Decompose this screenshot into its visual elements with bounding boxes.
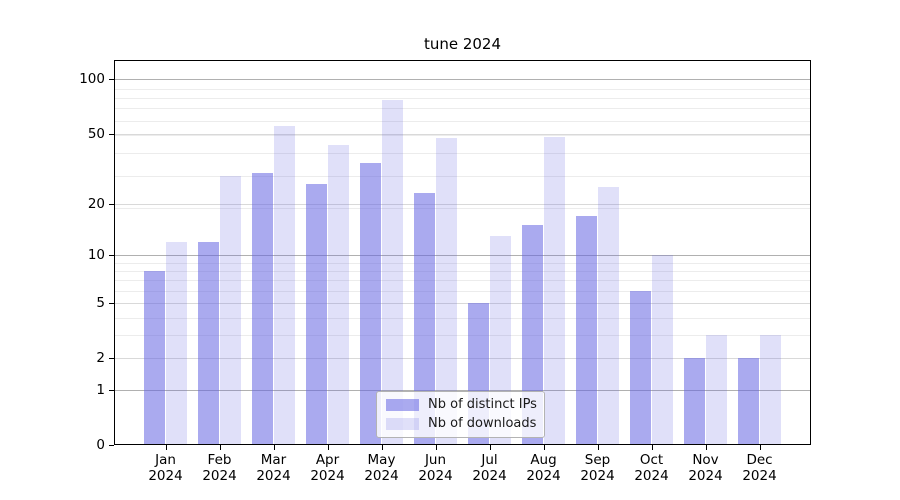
legend-label-distinct-ips: Nb of distinct IPs [428, 397, 537, 412]
x-tick-label: Feb 2024 [202, 452, 237, 484]
legend-label-downloads: Nb of downloads [428, 416, 537, 431]
x-tick-label: Dec 2024 [742, 452, 777, 484]
x-tick [651, 445, 653, 450]
y-tick [109, 358, 114, 359]
y-tick-label: 1 [96, 382, 105, 399]
y-tick [109, 79, 114, 81]
x-tick [759, 445, 761, 450]
y-tick-label: 2 [96, 350, 105, 366]
y-gridline-minor [115, 152, 810, 154]
bar-downloads [381, 99, 404, 445]
legend-item-distinct-ips: Nb of distinct IPs [386, 397, 537, 412]
bar-distinct-ips [305, 183, 328, 445]
x-tick [327, 445, 329, 450]
x-tick-label: Sep 2024 [580, 452, 615, 484]
x-tick [381, 445, 383, 450]
y-gridline-minor [115, 88, 810, 90]
bar-downloads [327, 145, 350, 445]
bar-distinct-ips [197, 241, 220, 445]
y-tick [109, 303, 114, 305]
legend-swatch-distinct-ips [386, 399, 419, 411]
bar-distinct-ips [359, 163, 382, 445]
x-tick-label: Oct 2024 [634, 452, 669, 484]
bar-downloads [273, 126, 296, 445]
bar-distinct-ips [683, 358, 706, 445]
y-gridline-minor [115, 97, 810, 99]
y-tick-label: 20 [87, 195, 105, 212]
y-gridline-minor [115, 120, 810, 122]
y-tick-label: 100 [79, 71, 105, 88]
x-tick [273, 445, 275, 450]
x-tick-label: May 2024 [364, 452, 399, 484]
legend-swatch-downloads [386, 418, 419, 430]
y-tick [109, 390, 114, 392]
bar-downloads [543, 136, 566, 445]
x-tick-label: Jun 2024 [418, 452, 453, 484]
y-tick [109, 133, 114, 135]
bar-downloads [651, 255, 674, 445]
bar-distinct-ips [413, 193, 436, 445]
chart-title: tune 2024 [423, 35, 502, 53]
x-tick [705, 445, 707, 450]
bar-downloads [435, 138, 458, 445]
x-tick-label: Apr 2024 [310, 452, 345, 484]
x-tick [543, 445, 545, 450]
bar-downloads [219, 175, 242, 445]
bar-distinct-ips [737, 358, 760, 445]
x-tick-label: Aug 2024 [526, 452, 561, 484]
x-tick-label: Mar 2024 [256, 452, 291, 484]
bar-distinct-ips [251, 173, 274, 445]
x-tick [165, 445, 167, 450]
y-tick [109, 255, 114, 256]
x-tick [219, 445, 221, 450]
y-gridline [115, 133, 810, 135]
x-tick-label: Nov 2024 [688, 452, 723, 484]
x-tick [597, 445, 599, 450]
y-tick-label: 50 [87, 125, 105, 142]
bar-downloads [597, 186, 620, 445]
bar-downloads [165, 241, 188, 445]
x-tick-label: Jan 2024 [148, 452, 183, 484]
y-gridline-minor [115, 135, 810, 137]
bar-downloads [759, 335, 782, 445]
legend: Nb of distinct IPs Nb of downloads [376, 391, 545, 438]
bar-distinct-ips [629, 290, 652, 445]
x-tick [489, 445, 491, 450]
y-gridline [115, 79, 810, 81]
bar-distinct-ips [521, 225, 544, 445]
bar-distinct-ips [143, 270, 166, 445]
y-gridline-minor [115, 108, 810, 110]
bar-downloads [705, 335, 728, 445]
bar-distinct-ips [575, 216, 598, 445]
x-tick-label: Jul 2024 [472, 452, 507, 484]
legend-item-downloads: Nb of downloads [386, 416, 537, 431]
y-tick-label: 5 [96, 295, 105, 312]
x-tick [435, 445, 437, 450]
y-tick-label: 10 [87, 247, 105, 263]
y-tick-label: 0 [96, 437, 105, 453]
y-tick [109, 203, 114, 205]
y-tick [109, 445, 114, 446]
